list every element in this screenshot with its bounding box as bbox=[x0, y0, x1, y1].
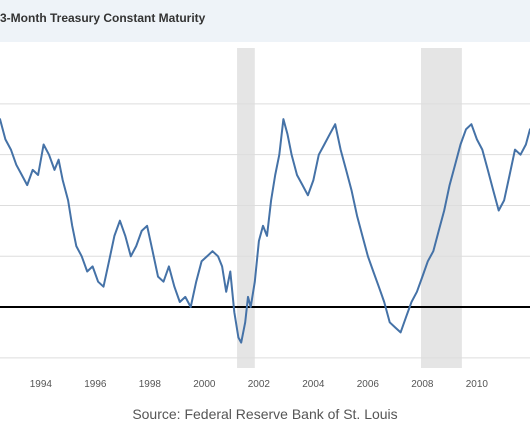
chart-title: 3-Month Treasury Constant Maturity bbox=[0, 11, 206, 25]
x-tick-label-1998: 1998 bbox=[139, 379, 162, 390]
x-tick-label-2000: 2000 bbox=[193, 379, 216, 390]
x-tick-label-2008: 2008 bbox=[411, 379, 434, 390]
series-line-1 bbox=[0, 118, 530, 344]
x-tick-label-1996: 1996 bbox=[84, 379, 107, 390]
recession-shading bbox=[237, 48, 462, 368]
title-bar: 3-Month Treasury Constant Maturity bbox=[0, 0, 530, 42]
x-tick-label-2010: 2010 bbox=[466, 379, 489, 390]
x-tick-label-2002: 2002 bbox=[248, 379, 271, 390]
recession-band-1 bbox=[237, 48, 255, 368]
x-tick-label-1994: 1994 bbox=[30, 379, 53, 390]
x-tick-label-2004: 2004 bbox=[302, 379, 325, 390]
series-layer bbox=[0, 118, 530, 344]
x-tick-label-2006: 2006 bbox=[357, 379, 380, 390]
x-axis-ticks: 1994 1996 1998 2000 2002 2004 2006 2008 2010 bbox=[30, 379, 489, 390]
recession-band-2 bbox=[421, 48, 462, 368]
source-caption: Source: Federal Reserve Bank of St. Loui… bbox=[132, 406, 398, 422]
